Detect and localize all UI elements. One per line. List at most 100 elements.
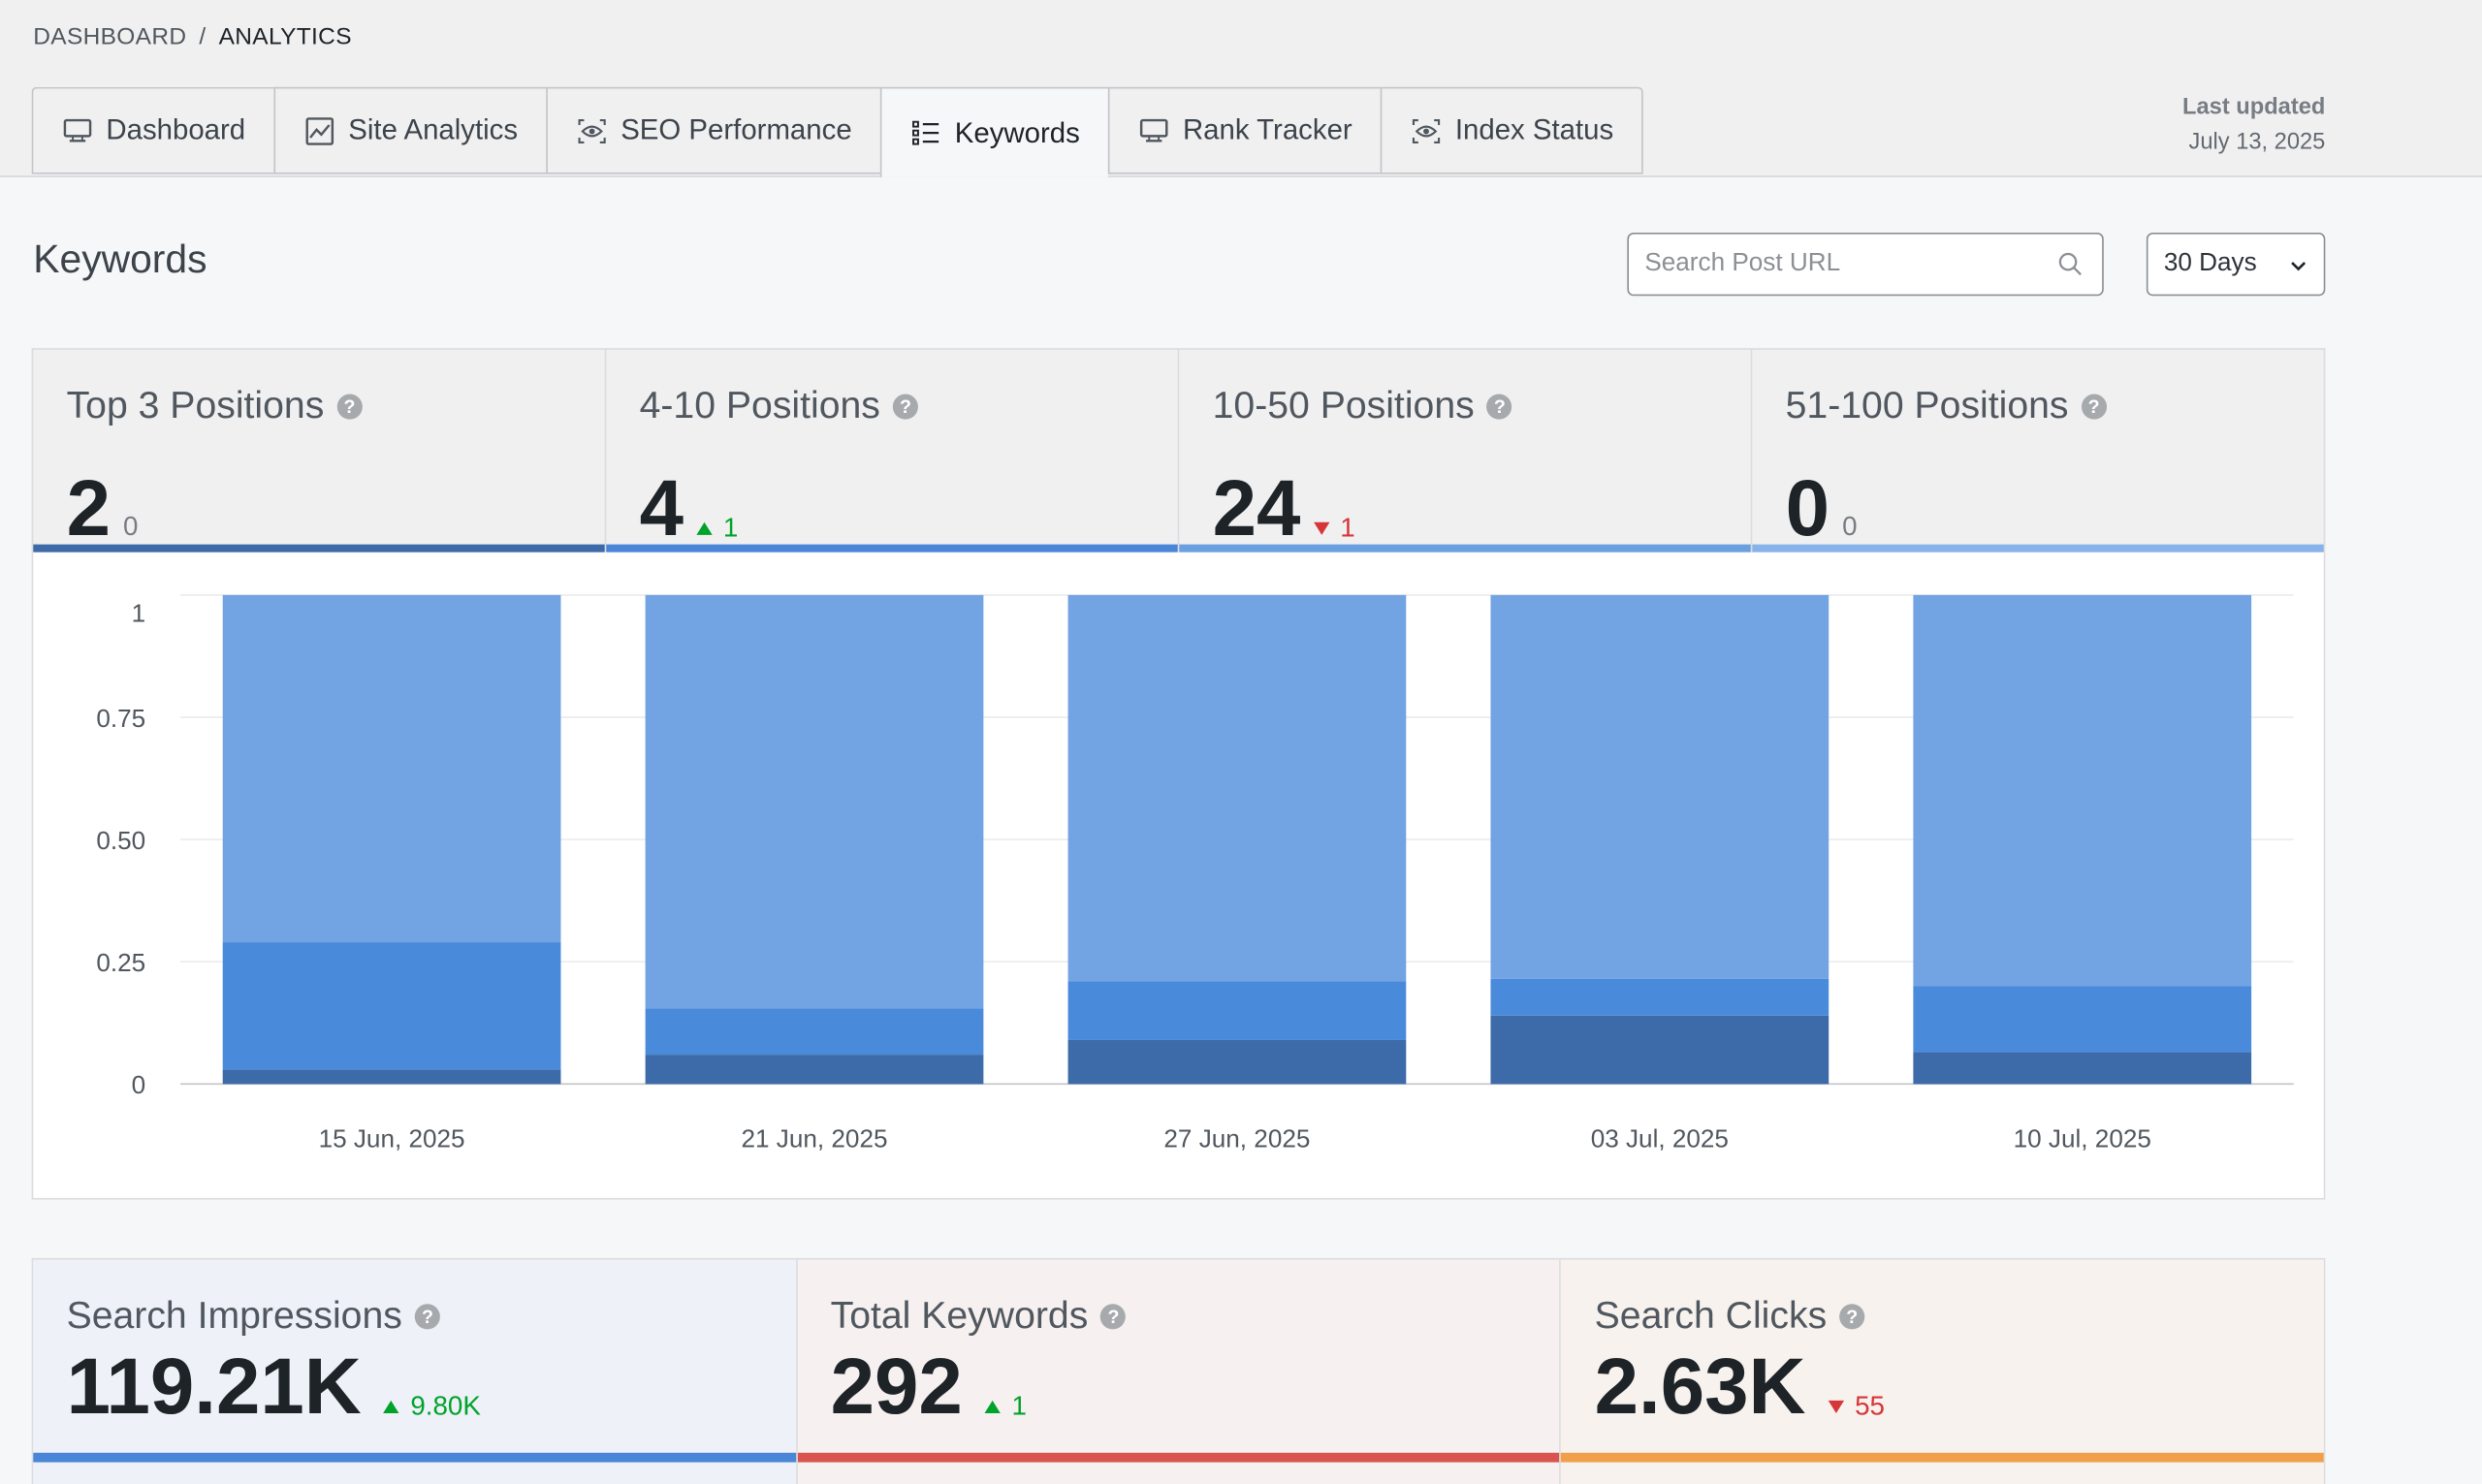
- card-value-number: 119.21K: [66, 1342, 362, 1431]
- y-tick-label: 1: [132, 599, 146, 628]
- monitor-icon: [1138, 114, 1170, 146]
- help-icon[interactable]: ?: [336, 394, 363, 420]
- chevron-down-icon: [2291, 262, 2307, 271]
- chart-svg: 0 0.25 0.50 0.75 1 15 Jun, 2025 21 Jun, 2025 27…: [96, 594, 2294, 1153]
- monitor-icon: [62, 114, 94, 146]
- position-card-4-10[interactable]: 4-10 Positions? 4 1: [606, 349, 1180, 553]
- card-color-bar: [1561, 1452, 2324, 1463]
- breadcrumb-separator: /: [199, 23, 207, 51]
- position-card-10-50[interactable]: 10-50 Positions? 24 1: [1179, 349, 1753, 553]
- last-updated: Last updated July 13, 2025: [2182, 90, 2325, 160]
- tab-keywords[interactable]: Keywords: [880, 86, 1109, 177]
- chart-bar-segment: [222, 594, 561, 943]
- tab-label: Site Analytics: [348, 113, 519, 146]
- card-value-number: 4: [639, 463, 684, 553]
- delta-value: 0: [1842, 511, 1858, 542]
- chart-bar-segment: [645, 594, 984, 1009]
- keyword-positions-chart: 0 0.25 0.50 0.75 1 15 Jun, 2025 21 Jun, 2025 27…: [31, 552, 2326, 1200]
- tab-dashboard[interactable]: Dashboard: [31, 86, 274, 174]
- x-tick-label: 15 Jun, 2025: [319, 1124, 465, 1153]
- chart-bar-segment: [222, 942, 561, 1070]
- help-icon[interactable]: ?: [1839, 1304, 1865, 1330]
- card-value-number: 24: [1212, 463, 1301, 553]
- card-delta: 1: [1313, 485, 1355, 573]
- stat-card-search-clicks[interactable]: Search Clicks? 2.63K 55: [1561, 1259, 2324, 1484]
- tab-label: Dashboard: [106, 113, 246, 146]
- card-delta: 55: [1828, 1363, 1885, 1451]
- last-updated-date: July 13, 2025: [2188, 129, 2326, 155]
- tab-label: Rank Tracker: [1182, 113, 1352, 146]
- card-color-bar: [1752, 544, 2324, 553]
- breadcrumb: Dashboard / Analytics: [33, 23, 352, 50]
- card-value-number: 2.63K: [1594, 1342, 1806, 1431]
- card-delta: 0: [1842, 483, 1857, 571]
- chart-bar-segment: [645, 1055, 984, 1085]
- delta-value: 1: [1011, 1391, 1027, 1422]
- trend-up-icon: [383, 1400, 399, 1413]
- tab-rank-tracker[interactable]: Rank Tracker: [1108, 86, 1382, 174]
- help-icon[interactable]: ?: [1100, 1304, 1127, 1330]
- delta-value: 55: [1855, 1391, 1886, 1422]
- tab-seo-performance[interactable]: SEO Performance: [546, 86, 881, 174]
- y-tick-label: 0.75: [96, 704, 145, 733]
- card-color-bar: [1179, 544, 1751, 553]
- line-chart-icon: [304, 114, 336, 146]
- card-title-text: Top 3 Positions: [66, 384, 325, 427]
- last-updated-label: Last updated: [2182, 94, 2326, 121]
- tab-label: Keywords: [954, 115, 1080, 148]
- help-icon[interactable]: ?: [892, 394, 919, 420]
- card-delta: 9.80K: [383, 1363, 481, 1451]
- card-value-number: 292: [830, 1342, 963, 1431]
- y-tick-label: 0.50: [96, 826, 145, 855]
- card-title-text: Search Clicks: [1594, 1294, 1828, 1338]
- breadcrumb-parent-link[interactable]: Dashboard: [33, 23, 187, 51]
- chart-bar-segment: [1067, 594, 1407, 982]
- card-title: Search Clicks?: [1595, 1295, 1865, 1340]
- help-icon[interactable]: ?: [1486, 394, 1512, 420]
- stat-card-total-keywords[interactable]: Total Keywords? 292 1: [797, 1259, 1562, 1484]
- x-tick-label: 21 Jun, 2025: [742, 1124, 888, 1153]
- trend-up-icon: [984, 1400, 1002, 1413]
- card-delta: 1: [696, 485, 738, 573]
- card-delta: 1: [984, 1363, 1027, 1451]
- card-value: 292 1: [831, 1342, 1027, 1451]
- eye-icon: [1411, 114, 1443, 146]
- card-value: 119.21K 9.80K: [67, 1342, 481, 1451]
- card-title-text: Total Keywords: [830, 1294, 1089, 1338]
- card-title: 10-50 Positions?: [1213, 385, 1512, 429]
- card-delta: 0: [123, 483, 138, 571]
- card-title: Top 3 Positions?: [67, 385, 363, 429]
- tab-site-analytics[interactable]: Site Analytics: [273, 86, 547, 174]
- stat-card-search-impressions[interactable]: Search Impressions? 119.21K 9.80K: [33, 1259, 798, 1484]
- help-icon[interactable]: ?: [2081, 394, 2107, 420]
- tab-index-status[interactable]: Index Status: [1381, 86, 1644, 174]
- eye-icon: [576, 114, 608, 146]
- card-value-number: 0: [1785, 463, 1830, 553]
- card-color-bar: [33, 544, 605, 553]
- card-title-text: 51-100 Positions: [1785, 384, 2069, 427]
- chart-bar-segment: [1913, 1052, 2252, 1085]
- y-tick-label: 0: [132, 1070, 146, 1099]
- card-value: 2.63K 55: [1595, 1342, 1885, 1451]
- chart-bar-segment: [1913, 594, 2252, 987]
- card-color-bar: [606, 544, 1178, 553]
- delta-value: 9.80K: [410, 1391, 481, 1422]
- date-range-select[interactable]: 30 Days: [2146, 232, 2326, 297]
- header-band: Dashboard / Analytics Dashboard Site Analy…: [0, 0, 2482, 177]
- y-tick-label: 0.25: [96, 948, 145, 977]
- tab-label: SEO Performance: [620, 113, 852, 146]
- help-icon[interactable]: ?: [414, 1304, 441, 1330]
- chart-bar-segment: [1490, 978, 1830, 1016]
- search-icon[interactable]: [2057, 252, 2083, 277]
- chart-bar-segment: [645, 1008, 984, 1056]
- delta-value: 1: [722, 512, 739, 543]
- x-tick-label: 03 Jul, 2025: [1591, 1124, 1729, 1153]
- search-input[interactable]: [1628, 234, 2056, 295]
- delta-value: 0: [123, 511, 139, 542]
- tab-bar: Dashboard Site Analytics SEO Performance…: [31, 86, 1644, 177]
- card-value: 24 1: [1213, 463, 1355, 573]
